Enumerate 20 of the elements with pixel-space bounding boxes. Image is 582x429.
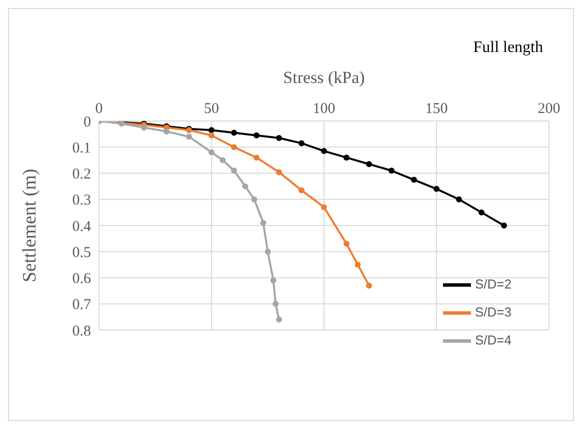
x-tick-label: 200 [538, 101, 560, 117]
y-tick-label: 0.2 [72, 166, 91, 183]
y-axis-title: Settlement (m) [20, 168, 41, 282]
legend-label: S/D=2 [475, 276, 512, 292]
x-tick-label: 0 [95, 101, 103, 117]
x-tick-label: 100 [312, 101, 336, 117]
y-tick-label: 0 [84, 114, 91, 130]
y-tick-label: 0.3 [72, 192, 91, 209]
y-tick-label: 0.8 [72, 323, 91, 340]
chart-title: Full length [473, 39, 543, 57]
legend-label: S/D=4 [475, 332, 512, 348]
y-tick-label: 0.6 [72, 271, 92, 288]
x-axis-title: Stress (kPa) [283, 68, 365, 88]
x-tick-label: 50 [204, 101, 219, 117]
legend-label: S/D=3 [475, 304, 512, 320]
x-tick-label: 150 [425, 101, 448, 117]
y-tick-label: 0.4 [72, 218, 92, 235]
y-tick-label: 0.5 [72, 244, 91, 261]
y-tick-label: 0.7 [72, 297, 92, 314]
y-tick-label: 0.1 [72, 140, 91, 156]
